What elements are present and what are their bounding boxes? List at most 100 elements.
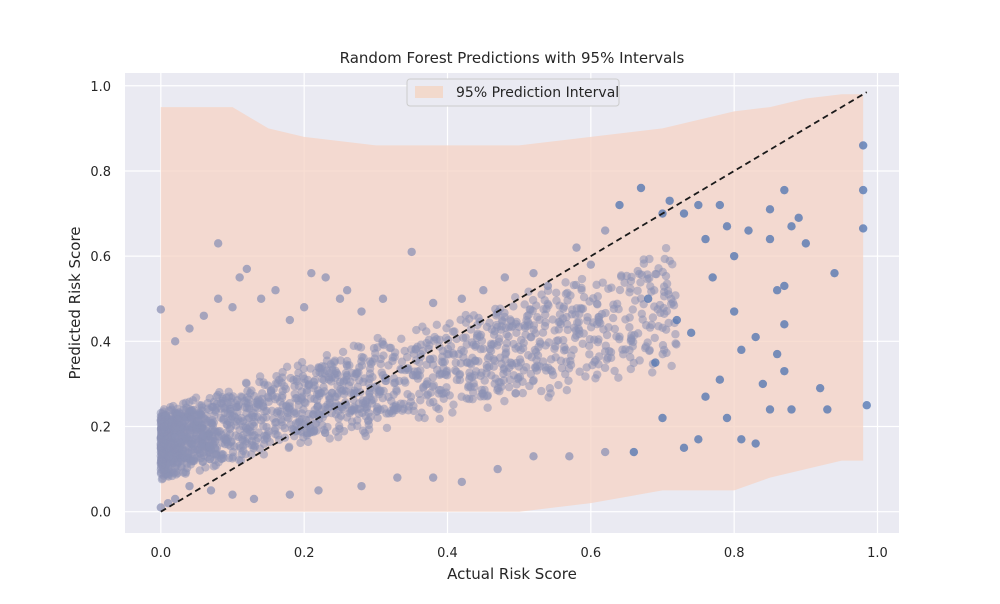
- cloud-point: [591, 374, 600, 383]
- y-tick-label: 0.0: [90, 506, 111, 521]
- cloud-point: [435, 414, 444, 424]
- cloud-point: [217, 430, 226, 439]
- cloud-point: [668, 298, 678, 307]
- cloud-point: [290, 381, 299, 391]
- data-point: [701, 392, 710, 401]
- data-point: [651, 358, 660, 367]
- data-point: [858, 141, 868, 150]
- data-point: [679, 443, 689, 453]
- cloud-point: [525, 381, 534, 391]
- cloud-point: [635, 356, 644, 365]
- data-point: [242, 264, 252, 274]
- cloud-point: [493, 322, 502, 332]
- cloud-point: [416, 396, 425, 405]
- cloud-point: [556, 356, 566, 365]
- cloud-point: [660, 292, 669, 301]
- cloud-point: [297, 414, 307, 424]
- cloud-point: [642, 321, 651, 330]
- cloud-point: [306, 364, 315, 373]
- cloud-point: [522, 311, 532, 321]
- data-point: [314, 486, 323, 495]
- cloud-point: [224, 387, 233, 396]
- cloud-point: [373, 404, 383, 413]
- cloud-point: [297, 357, 307, 367]
- cloud-point: [297, 392, 307, 401]
- cloud-point: [194, 410, 204, 420]
- cloud-point: [535, 315, 544, 324]
- data-point: [185, 481, 194, 491]
- cloud-point: [402, 352, 412, 362]
- cloud-point: [658, 349, 667, 359]
- cloud-point: [450, 327, 459, 336]
- data-point: [342, 286, 352, 295]
- cloud-point: [319, 383, 328, 392]
- cloud-point: [619, 350, 628, 359]
- cloud-point: [246, 389, 255, 398]
- cloud-point: [178, 449, 187, 459]
- cloud-point: [658, 341, 668, 350]
- cloud-point: [429, 397, 438, 407]
- cloud-point: [368, 357, 377, 366]
- cloud-point: [165, 459, 174, 469]
- cloud-point: [322, 350, 332, 360]
- reference-line: [160, 91, 868, 513]
- cloud-point: [409, 401, 418, 411]
- cloud-point: [296, 438, 305, 448]
- data-point: [299, 303, 309, 312]
- data-point: [156, 305, 166, 314]
- cloud-point: [568, 305, 577, 314]
- cloud-point: [418, 346, 428, 356]
- cloud-point: [476, 330, 486, 340]
- data-point: [636, 183, 646, 193]
- data-point: [701, 234, 710, 244]
- data-point: [751, 439, 760, 448]
- cloud-point: [582, 363, 591, 372]
- cloud-point: [545, 384, 555, 393]
- y-tick-label: 0.8: [90, 165, 111, 180]
- cloud-point: [554, 380, 563, 390]
- data-point: [744, 226, 753, 235]
- cloud-point: [354, 368, 363, 377]
- cloud-point: [322, 366, 331, 375]
- data-point: [801, 239, 811, 248]
- cloud-point: [543, 363, 553, 372]
- cloud-point: [277, 393, 287, 403]
- cloud-point: [660, 254, 669, 264]
- cloud-point: [174, 458, 183, 467]
- cloud-point: [586, 323, 596, 332]
- cloud-point: [452, 375, 462, 385]
- cloud-point: [411, 344, 420, 354]
- cloud-point: [593, 300, 602, 309]
- cloud-point: [199, 425, 208, 434]
- cloud-point: [164, 452, 173, 461]
- cloud-point: [207, 402, 217, 411]
- cloud-point: [601, 308, 610, 318]
- data-point: [228, 303, 237, 312]
- cloud-point: [532, 355, 541, 365]
- data-point: [715, 375, 725, 384]
- data-point: [780, 281, 789, 291]
- cloud-point: [465, 394, 474, 404]
- cloud-point: [388, 353, 398, 362]
- cloud-point: [581, 372, 590, 381]
- cloud-point: [650, 333, 659, 343]
- cloud-point: [506, 315, 515, 324]
- cloud-point: [325, 395, 334, 404]
- cloud-point: [376, 359, 385, 369]
- cloud-point: [177, 420, 187, 429]
- cloud-point: [262, 413, 271, 422]
- cloud-point: [524, 350, 533, 360]
- data-point: [256, 294, 266, 303]
- data-point: [249, 494, 259, 504]
- cloud-point: [601, 341, 611, 350]
- cloud-point: [237, 434, 247, 443]
- data-point: [529, 452, 538, 461]
- cloud-point: [512, 328, 521, 338]
- cloud-point: [466, 382, 475, 392]
- cloud-point: [579, 292, 589, 302]
- cloud-point: [250, 431, 259, 440]
- cloud-point: [561, 278, 570, 287]
- data-point: [858, 185, 868, 195]
- cloud-point: [569, 345, 578, 354]
- cloud-point: [633, 286, 642, 295]
